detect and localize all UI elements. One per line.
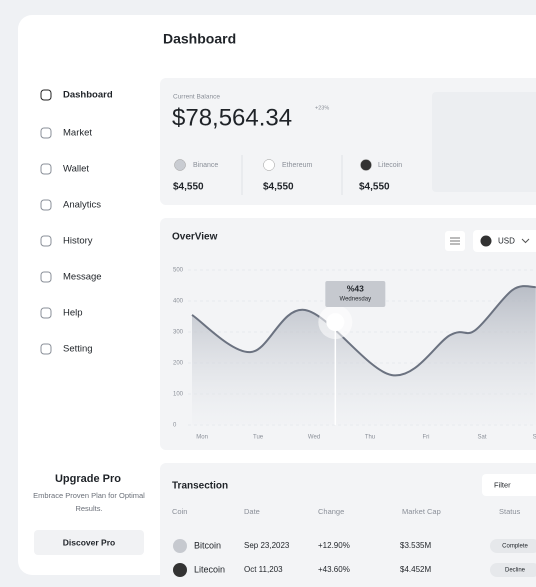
column-header: Market Cap	[402, 507, 441, 516]
x-tick-label: Fri	[423, 435, 430, 441]
upgrade-text-box: Embrace Proven Plan for Optimal Results.	[33, 491, 145, 513]
x-tick-label: Wed	[308, 435, 320, 441]
x-tick-label: Tue	[253, 435, 264, 441]
x-tick-label: Sat	[478, 435, 487, 441]
area	[192, 286, 536, 425]
nav-icon	[40, 89, 52, 101]
y-tick-label: 100	[173, 392, 184, 398]
nav-item[interactable]: Wallet	[63, 164, 89, 175]
cell: $3.535M	[400, 541, 431, 550]
cell: +43.60%	[318, 565, 350, 574]
cell: +12.90%	[318, 541, 350, 550]
currency-icon	[480, 235, 492, 247]
balance-change: +23%	[315, 105, 329, 111]
y-tick-label: 400	[173, 299, 184, 305]
currency-select[interactable]	[473, 230, 536, 252]
cell: Sep 23,2023	[244, 541, 290, 550]
filter-icon	[450, 237, 460, 245]
coin-icon	[263, 159, 275, 171]
nav-item[interactable]: Setting	[63, 344, 93, 355]
x-tick-label: Sun	[533, 435, 536, 441]
nav-item[interactable]: Dashboard	[63, 90, 113, 101]
transactions-panel	[160, 463, 536, 587]
balance-amount: $78,564.34	[172, 104, 292, 131]
nav-icon	[40, 271, 52, 283]
nav-item[interactable]: Message	[63, 272, 102, 283]
tooltip-day: Wednesday	[340, 297, 372, 303]
y-tick-label: 300	[173, 330, 184, 336]
cell: Litecoin	[194, 564, 225, 574]
currency-label: USD	[498, 237, 515, 246]
hover-point	[326, 313, 345, 332]
nav-icon	[40, 199, 52, 211]
column-header: Date	[244, 507, 260, 516]
status-pill	[490, 563, 536, 577]
x-tick-label: Thu	[365, 435, 375, 441]
x-tick-label: Mon	[196, 435, 208, 441]
y-tick-label: 0	[173, 423, 177, 429]
status: Decline	[505, 568, 526, 574]
coin-name: Binance	[193, 162, 218, 169]
coin-value: $4,550	[173, 182, 204, 193]
coin-name: Litecoin	[378, 162, 402, 169]
cell: $4.452M	[400, 565, 431, 574]
balance-label: Current Balance	[173, 94, 220, 101]
y-tick-label: 200	[173, 361, 184, 367]
transactions-title: Transection	[172, 481, 228, 492]
filter-label: Filter	[494, 480, 511, 489]
coin-name: Ethereum	[282, 162, 313, 169]
coin-icon	[173, 563, 187, 577]
chevron	[521, 238, 530, 244]
page-title: Dashboard	[163, 31, 236, 47]
coin-value: $4,550	[263, 182, 294, 193]
nav-icon	[40, 163, 52, 175]
column-header: Status	[499, 507, 521, 516]
discover-button[interactable]	[34, 530, 144, 555]
chart-title: OverView	[172, 232, 218, 243]
column-header: Change	[318, 507, 344, 516]
status-pill	[490, 539, 536, 553]
coin-icon	[173, 539, 187, 553]
nav-item[interactable]: Market	[63, 128, 92, 139]
cell: Bitcoin	[194, 540, 221, 550]
filter-button[interactable]	[482, 474, 536, 496]
nav-item[interactable]: Analytics	[63, 200, 101, 211]
nav-item[interactable]: Help	[63, 308, 83, 319]
y-tick-label: 500	[173, 268, 184, 274]
column-header: Coin	[172, 507, 187, 516]
upgrade-text: Embrace Proven Plan for Optimal Results.	[33, 491, 145, 513]
upgrade-title: Upgrade Pro	[55, 473, 121, 485]
cell: Oct 11,203	[244, 565, 283, 574]
status: Complete	[502, 544, 528, 550]
tooltip-value: %43	[347, 283, 364, 293]
line	[191, 285, 536, 377]
card-placeholder	[432, 92, 536, 192]
coin-value: $4,550	[359, 182, 390, 193]
nav-icon	[40, 307, 52, 319]
discover-label: Discover Pro	[63, 537, 115, 547]
nav-icon	[40, 127, 52, 139]
tooltip	[325, 281, 386, 307]
nav-icon	[40, 343, 52, 355]
nav-item[interactable]: History	[63, 236, 93, 247]
nav-icon	[40, 235, 52, 247]
coin-icon	[174, 159, 186, 171]
coin-icon	[360, 159, 372, 171]
